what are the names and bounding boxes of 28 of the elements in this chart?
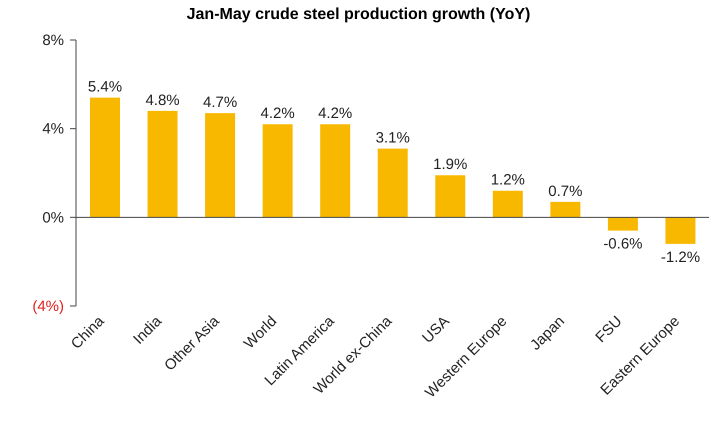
bar <box>665 217 696 244</box>
bar <box>320 124 350 218</box>
data-label: 4.2% <box>318 105 352 122</box>
data-label: 4.7% <box>202 94 238 112</box>
bar <box>550 202 580 218</box>
y-tick-label: 4% <box>42 120 64 138</box>
data-label: 1.2% <box>490 172 525 189</box>
bar <box>148 110 178 218</box>
y-tick-label: 0% <box>42 209 64 226</box>
y-tick-label: 8% <box>42 32 64 49</box>
bar <box>608 217 638 231</box>
bar <box>90 98 120 218</box>
data-label: 0.7% <box>548 182 582 200</box>
chart-title: Jan-May crude steel production growth (YoY) <box>186 6 532 24</box>
data-label: 5.4% <box>88 78 122 96</box>
bar <box>205 113 236 218</box>
data-label: -0.6% <box>603 236 643 253</box>
x-tick-label: USA <box>419 312 453 347</box>
bar <box>435 175 466 218</box>
data-label: 4.2% <box>260 105 295 122</box>
data-label: 3.1% <box>376 130 410 147</box>
bar <box>262 124 293 218</box>
y-tick-label: (4%) <box>32 298 64 315</box>
data-label: 4.8% <box>145 92 180 109</box>
data-label: 1.9% <box>433 156 468 174</box>
bar <box>492 190 523 218</box>
data-label: -1.2% <box>660 248 700 266</box>
bar <box>378 148 408 218</box>
